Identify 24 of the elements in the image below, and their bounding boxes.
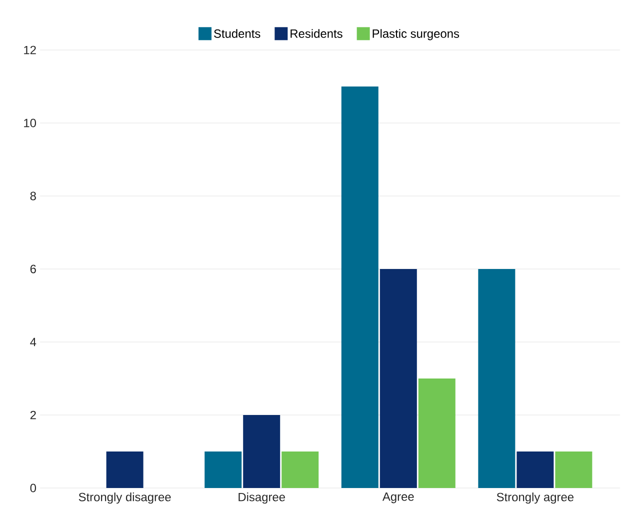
y-tick-label: 0	[30, 484, 36, 492]
bar	[341, 86, 378, 488]
bar	[555, 452, 592, 488]
x-tick-label: Disagree	[238, 492, 285, 504]
y-tick-label: 10	[24, 118, 36, 128]
bar	[106, 452, 144, 488]
x-tick-label: Strongly disagree	[78, 492, 171, 504]
legend-label: Students	[214, 29, 260, 38]
x-tick-label: Agree	[382, 492, 414, 504]
legend-label: Plastic surgeons	[372, 29, 460, 40]
bar	[478, 268, 516, 488]
bar	[243, 415, 280, 488]
y-tick-label: 2	[30, 410, 36, 420]
bar	[204, 452, 242, 488]
bar	[380, 268, 417, 488]
y-tick-label: 8	[30, 192, 36, 200]
bar	[282, 452, 319, 488]
x-tick-label: Strongly agree	[496, 492, 574, 504]
y-tick-label: 12	[24, 46, 36, 54]
y-tick-label: 6	[30, 264, 36, 274]
bar	[516, 452, 554, 488]
legend-label: Residents	[290, 29, 342, 38]
y-tick-label: 4	[30, 338, 36, 346]
bar	[418, 378, 456, 488]
